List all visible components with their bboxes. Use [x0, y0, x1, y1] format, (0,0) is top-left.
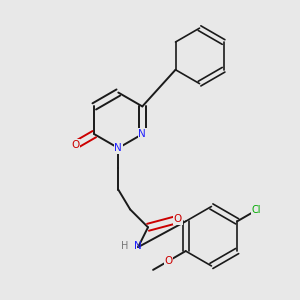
- Text: H: H: [121, 241, 128, 250]
- Text: Cl: Cl: [251, 206, 261, 215]
- Text: N: N: [134, 241, 142, 250]
- Text: O: O: [71, 140, 80, 150]
- Text: N: N: [138, 129, 146, 139]
- Text: O: O: [174, 214, 182, 224]
- Text: O: O: [164, 256, 173, 266]
- Text: N: N: [114, 143, 122, 153]
